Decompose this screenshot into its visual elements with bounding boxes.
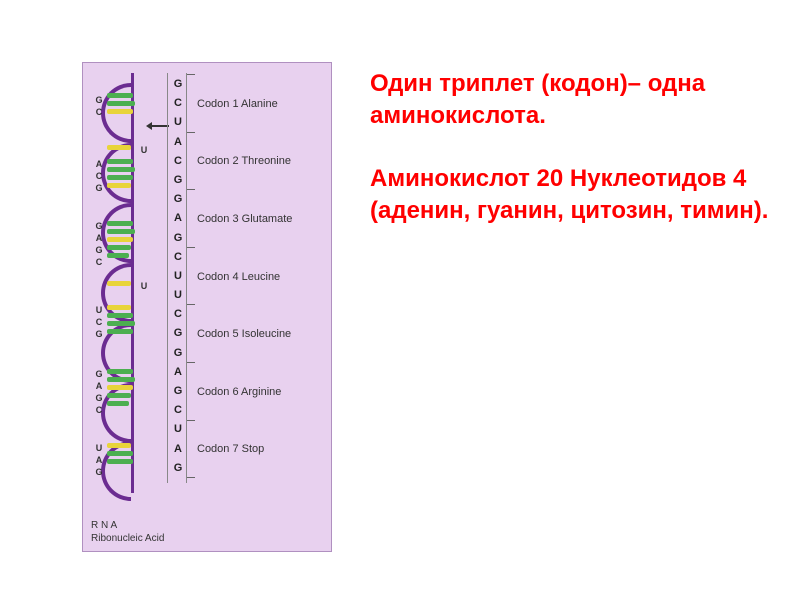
helix-rung [107, 167, 135, 172]
codon-item: Codon 1 Alanine [197, 75, 327, 133]
helix-rung [107, 401, 129, 406]
arrow-icon [151, 125, 169, 127]
helix-rung [107, 145, 131, 150]
codon-tick [187, 189, 195, 190]
helix-rung [107, 305, 131, 310]
helix-rung [107, 393, 131, 398]
helix-base-label: G [94, 393, 104, 403]
helix-rung [107, 459, 133, 464]
sequence-letter: G [171, 459, 185, 478]
sequence-letter: G [171, 324, 185, 343]
codon-tick [187, 247, 195, 248]
helix-base-label: U [94, 443, 104, 453]
helix-base-label: C [94, 317, 104, 327]
helix-base-label: G [94, 221, 104, 231]
helix-rung [107, 281, 131, 286]
helix-rung [107, 159, 133, 164]
helix-rung [107, 253, 129, 258]
helix-rung [107, 377, 135, 382]
helix-rung [107, 321, 135, 326]
helix-rung [107, 369, 133, 374]
codon-list: Codon 1 AlanineCodon 2 ThreonineCodon 3 … [197, 75, 327, 478]
sequence-column: GCUACGGAGCUUCGGAGCUAG [171, 75, 185, 478]
sequence-letter: A [171, 209, 185, 228]
helix-base-label: U [139, 145, 149, 155]
codon-tick [187, 420, 195, 421]
codon-tick [187, 74, 195, 75]
footer-rna: R N A [91, 519, 164, 532]
sequence-letter: G [171, 190, 185, 209]
helix-base-label: C [94, 171, 104, 181]
helix-base-label: G [94, 329, 104, 339]
helix-rung [107, 443, 131, 448]
helix-rung [107, 451, 133, 456]
codon-item: Codon 5 Isoleucine [197, 305, 327, 363]
sequence-letter: C [171, 152, 185, 171]
sequence-letter: U [171, 286, 185, 305]
sequence-letter: G [171, 382, 185, 401]
helix-twist [101, 143, 131, 203]
codon-tick [187, 362, 195, 363]
helix-rung [107, 245, 131, 250]
sequence-letter: U [171, 420, 185, 439]
helix-base-label: G [94, 467, 104, 477]
helix-base-label: G [94, 245, 104, 255]
sequence-letter: U [171, 267, 185, 286]
rna-helix: GCUACGGAGCUUCGGAGCUAG [91, 73, 151, 493]
helix-rung [107, 237, 133, 242]
codon-tick [187, 477, 195, 478]
sequence-letter: A [171, 133, 185, 152]
helix-twist [101, 383, 131, 443]
helix-base-label: A [94, 159, 104, 169]
sequence-letter: A [171, 363, 185, 382]
helix-base-label: U [139, 281, 149, 291]
helix-rung [107, 385, 133, 390]
main-text-block: Один триплет (кодон)– одна аминокислота.… [370, 68, 770, 228]
helix-twist [101, 441, 131, 501]
helix-rung [107, 229, 135, 234]
helix-base-label: C [94, 405, 104, 415]
sequence-letter: G [171, 229, 185, 248]
codon-item: Codon 7 Stop [197, 421, 327, 479]
helix-rung [107, 183, 131, 188]
helix-rung [107, 109, 133, 114]
helix-rung [107, 329, 133, 334]
helix-base-label: G [94, 369, 104, 379]
codon-tick [187, 304, 195, 305]
sequence-letter: C [171, 94, 185, 113]
helix-base-label: C [94, 107, 104, 117]
rna-diagram-panel: GCUACGGAGCUUCGGAGCUAG GCUACGGAGCUUCGGAGC… [82, 62, 332, 552]
codon-tick [187, 132, 195, 133]
helix-rung [107, 221, 133, 226]
sequence-letter: C [171, 248, 185, 267]
sequence-letter: G [171, 75, 185, 94]
diagram-footer: R N A Ribonucleic Acid [91, 519, 164, 545]
helix-axis [131, 73, 134, 493]
footer-full: Ribonucleic Acid [91, 532, 164, 545]
helix-base-label: G [94, 95, 104, 105]
codon-item: Codon 4 Leucine [197, 248, 327, 306]
helix-rung [107, 93, 133, 98]
sequence-letter: C [171, 401, 185, 420]
helix-rung [107, 101, 135, 106]
helix-rung [107, 313, 133, 318]
sequence-letter: G [171, 171, 185, 190]
paragraph-1: Один триплет (кодон)– одна аминокислота. [370, 68, 770, 133]
codon-item: Codon 2 Threonine [197, 133, 327, 191]
helix-base-label: A [94, 455, 104, 465]
codon-item: Codon 6 Arginine [197, 363, 327, 421]
sequence-letter: A [171, 440, 185, 459]
sequence-letter: G [171, 344, 185, 363]
helix-rung [107, 175, 133, 180]
helix-base-label: C [94, 257, 104, 267]
helix-base-label: A [94, 381, 104, 391]
helix-base-label: A [94, 233, 104, 243]
sequence-letter: C [171, 305, 185, 324]
codon-item: Codon 3 Glutamate [197, 190, 327, 248]
paragraph-2: Аминокислот 20 Нуклеотидов 4 (аденин, гу… [370, 163, 770, 228]
helix-base-label: U [94, 305, 104, 315]
helix-base-label: G [94, 183, 104, 193]
sequence-letter: U [171, 113, 185, 132]
